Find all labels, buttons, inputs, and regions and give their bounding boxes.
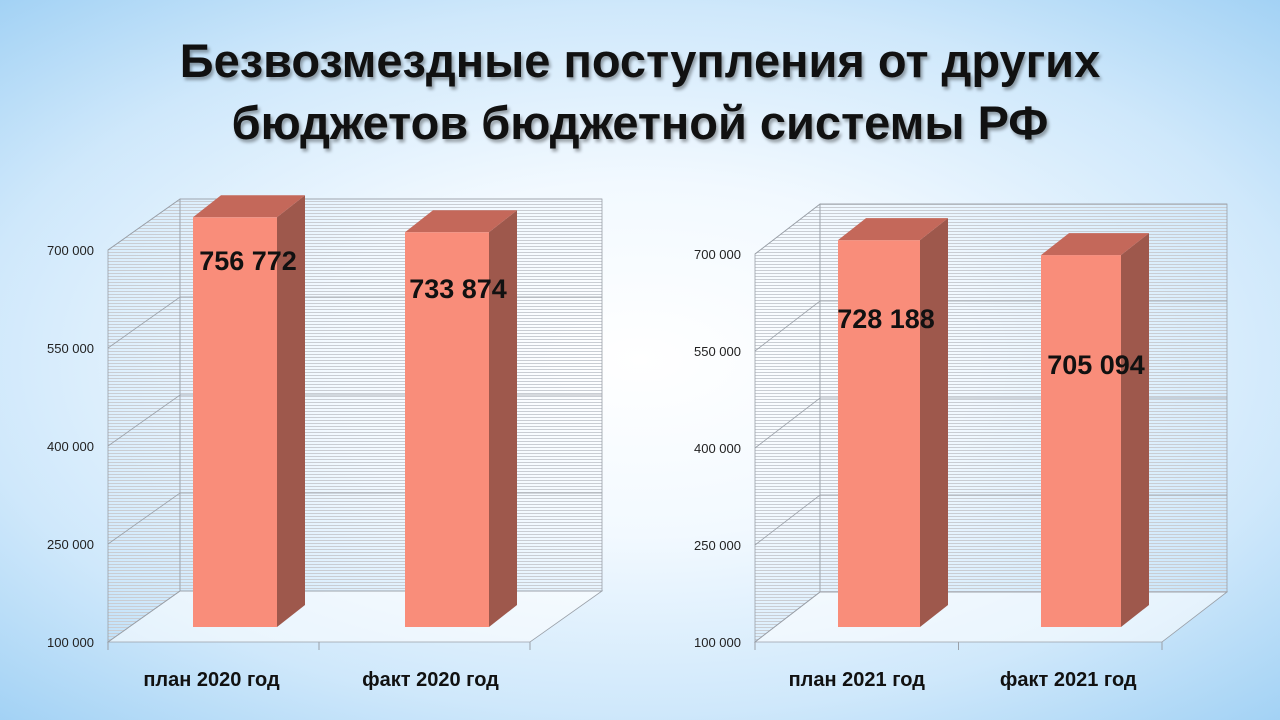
bar-top <box>193 195 305 218</box>
title-line-1: Безвозмездные поступления от других <box>179 34 1101 87</box>
bar-side <box>277 195 305 627</box>
y-tick-label: 400 000 <box>47 439 94 454</box>
slide-title: Безвозмездные поступления от других бюдж… <box>0 30 1280 154</box>
y-tick-label: 550 000 <box>694 344 741 359</box>
y-tick-label: 700 000 <box>47 243 94 258</box>
data-label: 733 874 <box>409 274 507 304</box>
bar-top <box>1041 233 1149 256</box>
bar <box>1041 233 1149 627</box>
title-line-2: бюджетов бюджетной системы РФ <box>231 96 1049 149</box>
category-label: факт 2020 год <box>362 669 499 691</box>
bar <box>405 210 517 627</box>
y-tick-label: 100 000 <box>47 635 94 650</box>
bar-side <box>1121 233 1149 627</box>
bar-front <box>838 240 920 627</box>
bar-side <box>920 218 948 627</box>
category-label: план 2020 год <box>143 669 280 691</box>
bar-side <box>489 210 517 627</box>
gridline <box>754 203 1227 255</box>
y-tick-label: 550 000 <box>47 341 94 356</box>
data-label: 728 188 <box>837 304 935 334</box>
bar <box>838 218 948 627</box>
y-tick-label: 250 000 <box>47 537 94 552</box>
bar <box>193 195 305 627</box>
y-tick-label: 400 000 <box>694 441 741 456</box>
floor <box>753 591 1229 643</box>
bar-front <box>193 217 277 627</box>
gridline <box>107 198 602 251</box>
category-label: факт 2021 год <box>1000 669 1137 691</box>
category-label: план 2021 год <box>789 669 926 691</box>
bar-front <box>1041 255 1121 627</box>
y-tick-label: 250 000 <box>694 538 741 553</box>
y-tick-label: 700 000 <box>694 247 741 262</box>
bar-top <box>838 218 948 241</box>
data-label: 756 772 <box>199 246 297 276</box>
bar-front <box>405 232 489 627</box>
bar-top <box>405 210 517 233</box>
data-label: 705 094 <box>1047 350 1145 380</box>
y-tick-label: 100 000 <box>694 635 741 650</box>
